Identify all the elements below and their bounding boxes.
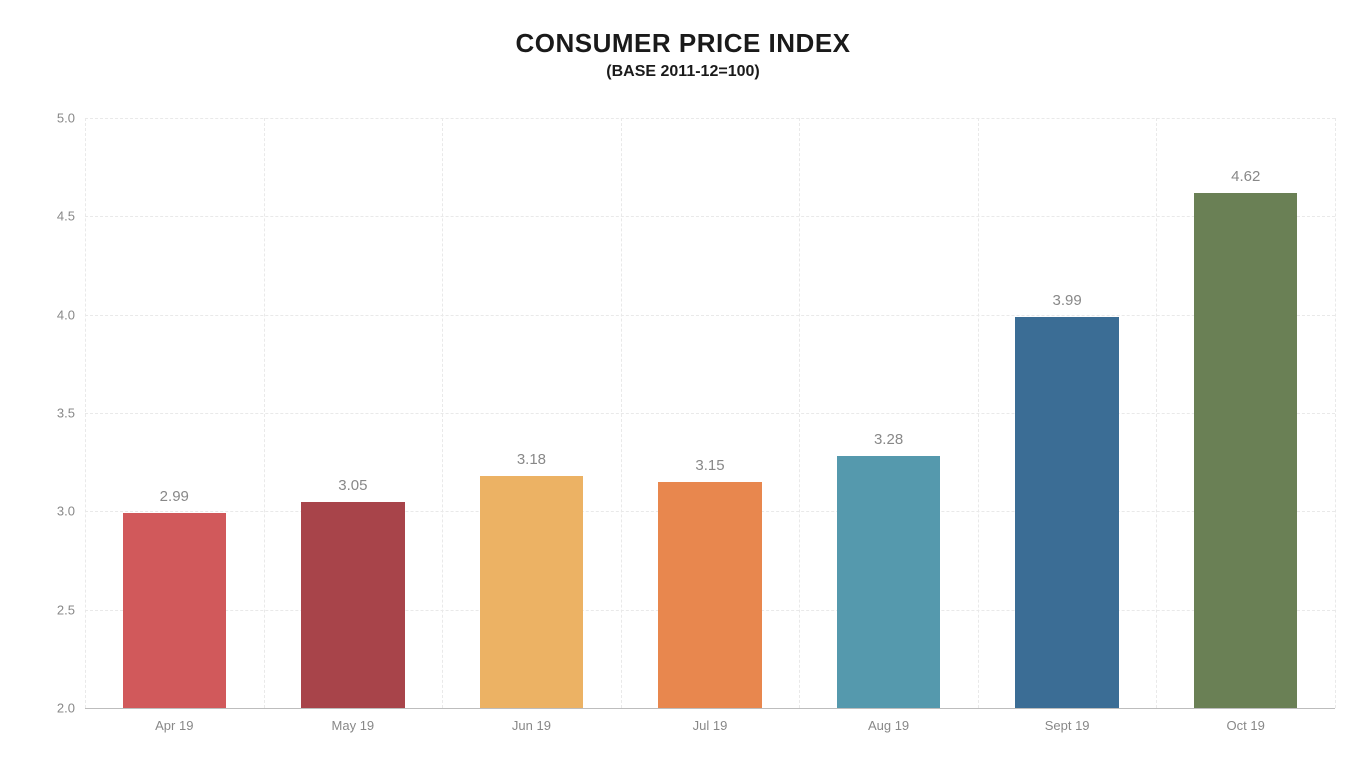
x-tick-label: Jun 19 [512,708,551,733]
plot-area: 2.02.53.03.54.04.55.02.99Apr 193.05May 1… [85,118,1335,708]
gridline-v [442,118,443,708]
y-tick-label: 4.0 [57,307,85,322]
gridline-v [85,118,86,708]
bar-value-label: 3.18 [517,451,546,476]
gridline-h [85,413,1335,414]
bar: 3.05 [301,502,405,709]
gridline-v [799,118,800,708]
bar-value-label: 4.62 [1231,168,1260,193]
bar: 3.15 [658,482,762,708]
x-tick-label: Jul 19 [693,708,728,733]
y-tick-label: 5.0 [57,111,85,126]
gridline-v [264,118,265,708]
gridline-v [1156,118,1157,708]
gridline-v [621,118,622,708]
x-tick-label: May 19 [332,708,375,733]
y-tick-label: 2.5 [57,602,85,617]
gridline-v [978,118,979,708]
bar-value-label: 3.28 [874,431,903,456]
chart-container: CONSUMER PRICE INDEX (BASE 2011-12=100) … [0,0,1366,768]
title-block: CONSUMER PRICE INDEX (BASE 2011-12=100) [0,28,1366,81]
x-tick-label: Oct 19 [1227,708,1265,733]
x-tick-label: Aug 19 [868,708,909,733]
bar-value-label: 2.99 [160,488,189,513]
x-tick-label: Apr 19 [155,708,193,733]
bar: 4.62 [1194,193,1298,708]
bar: 2.99 [123,513,227,708]
chart-title: CONSUMER PRICE INDEX [0,28,1366,59]
bar-value-label: 3.99 [1053,292,1082,317]
y-tick-label: 3.0 [57,504,85,519]
bar: 3.99 [1015,317,1119,708]
bar-value-label: 3.15 [695,457,724,482]
y-tick-label: 3.5 [57,406,85,421]
gridline-h [85,315,1335,316]
bar-value-label: 3.05 [338,477,367,502]
y-tick-label: 4.5 [57,209,85,224]
bar: 3.28 [837,456,941,708]
gridline-h [85,118,1335,119]
x-tick-label: Sept 19 [1045,708,1090,733]
gridline-v [1335,118,1336,708]
bar: 3.18 [480,476,584,708]
gridline-h [85,216,1335,217]
y-tick-label: 2.0 [57,701,85,716]
chart-subtitle: (BASE 2011-12=100) [0,63,1366,81]
